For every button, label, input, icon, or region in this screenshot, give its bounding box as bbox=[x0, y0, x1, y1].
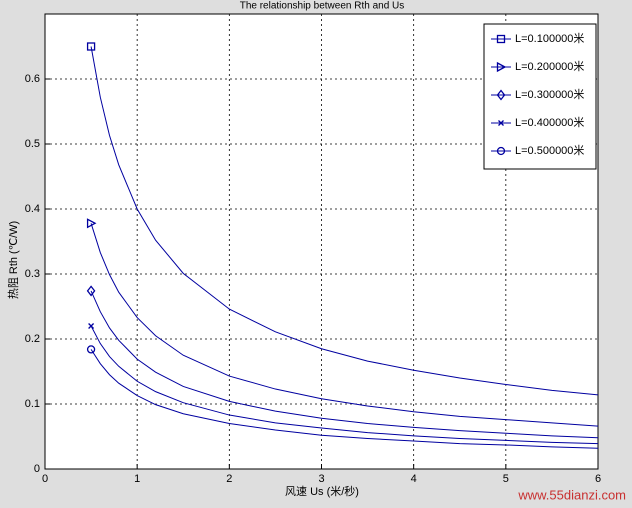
chart-title: The relationship between Rth and Us bbox=[240, 1, 405, 12]
legend-marker bbox=[496, 34, 506, 44]
data-point bbox=[88, 323, 95, 329]
data-point bbox=[86, 345, 96, 354]
y-tick-label: 0 bbox=[34, 463, 40, 475]
series-line bbox=[90, 223, 599, 427]
x-tick-label: 2 bbox=[226, 473, 232, 485]
x-tick-label: 5 bbox=[503, 473, 509, 485]
legend-label: L=0.300000米 bbox=[515, 88, 584, 101]
y-axis-label: 热阻 Rth (℃/W) bbox=[7, 221, 20, 299]
x-tick-label: 3 bbox=[318, 473, 324, 485]
y-tick-label: 0.4 bbox=[25, 203, 40, 215]
x-tick-label: 1 bbox=[134, 473, 140, 485]
series-line bbox=[90, 46, 599, 396]
y-tick-label: 0.6 bbox=[25, 73, 40, 85]
legend-label: L=0.100000米 bbox=[515, 32, 584, 45]
legend-label: L=0.200000米 bbox=[515, 60, 584, 73]
legend-label: L=0.400000米 bbox=[515, 116, 584, 129]
y-tick-label: 0.1 bbox=[25, 398, 40, 410]
series-line bbox=[90, 325, 599, 445]
y-tick-label: 0.3 bbox=[25, 268, 40, 280]
series-line bbox=[90, 290, 599, 439]
watermark: www.55dianzi.com bbox=[517, 487, 626, 502]
x-tick-label: 0 bbox=[42, 473, 48, 485]
legend-marker bbox=[498, 120, 504, 126]
legend-marker bbox=[496, 61, 507, 73]
legend-label: L=0.500000米 bbox=[515, 144, 584, 157]
x-tick-label: 4 bbox=[411, 473, 417, 485]
series-line bbox=[90, 349, 599, 449]
y-tick-label: 0.2 bbox=[25, 333, 40, 345]
legend-marker bbox=[496, 89, 506, 101]
x-axis-label: 风速 Us (米/秒) bbox=[285, 484, 359, 498]
axes-frame bbox=[44, 13, 599, 470]
x-tick-label: 6 bbox=[595, 473, 601, 485]
data-point bbox=[86, 42, 96, 51]
legend-marker bbox=[496, 146, 506, 156]
y-tick-label: 0.5 bbox=[25, 138, 40, 150]
data-point bbox=[86, 285, 96, 297]
data-point bbox=[86, 218, 97, 229]
